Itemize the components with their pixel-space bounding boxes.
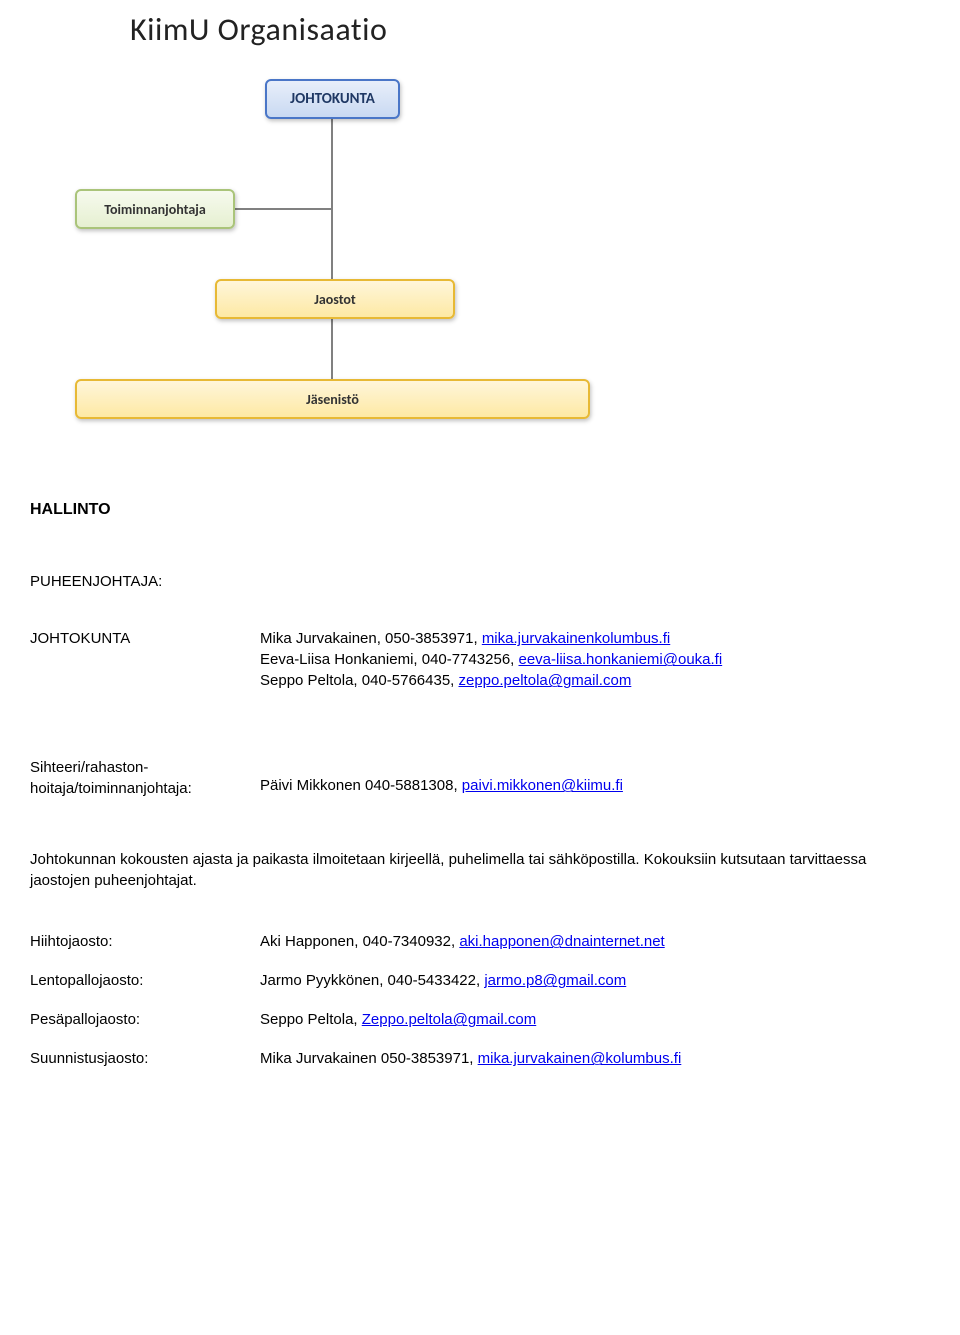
jaostot-rows: Hiihtojaosto:Aki Happonen, 040-7340932, … bbox=[30, 931, 930, 1069]
jaosto-value-text: Seppo Peltola, bbox=[260, 1011, 362, 1028]
johtokunta-line: Seppo Peltola, 040-5766435, zeppo.peltol… bbox=[260, 670, 930, 691]
jaosto-row: Suunnistusjaosto:Mika Jurvakainen 050-38… bbox=[30, 1048, 930, 1069]
sihteeri-row: Sihteeri/rahaston- hoitaja/toiminnanjoht… bbox=[30, 757, 930, 799]
chart-node-toiminnanjohtaja: Toiminnanjohtaja bbox=[75, 189, 235, 229]
johtokunta-line: Eeva-Liisa Honkaniemi, 040-7743256, eeva… bbox=[260, 649, 930, 670]
sihteeri-email-link[interactable]: paivi.mikkonen@kiimu.fi bbox=[462, 777, 623, 794]
chart-connector bbox=[331, 319, 333, 379]
jaosto-label: Pesäpallojaosto: bbox=[30, 1009, 260, 1030]
jaosto-value-text: Mika Jurvakainen 050-3853971, bbox=[260, 1050, 478, 1067]
johtokunta-values: Mika Jurvakainen, 050-3853971, mika.jurv… bbox=[260, 628, 930, 691]
puheenjohtaja-label: PUHEENJOHTAJA: bbox=[30, 571, 260, 592]
jaosto-label: Hiihtojaosto: bbox=[30, 931, 260, 952]
chart-connector bbox=[235, 208, 332, 210]
email-link[interactable]: eeva-liisa.honkaniemi@ouka.fi bbox=[519, 651, 723, 668]
org-chart: JOHTOKUNTA Toiminnanjohtaja Jaostot Jäsenis… bbox=[40, 79, 640, 439]
hallinto-heading: HALLINTO bbox=[30, 499, 930, 521]
johtokunta-line-text: Eeva-Liisa Honkaniemi, 040-7743256, bbox=[260, 651, 519, 668]
jaosto-label: Suunnistusjaosto: bbox=[30, 1048, 260, 1069]
jaosto-value: Seppo Peltola, Zeppo.peltola@gmail.com bbox=[260, 1009, 930, 1030]
email-link[interactable]: Zeppo.peltola@gmail.com bbox=[362, 1011, 536, 1028]
jaosto-value: Mika Jurvakainen 050-3853971, mika.jurva… bbox=[260, 1048, 930, 1069]
page-title: KiimU Organisaatio bbox=[130, 10, 960, 49]
jaosto-row: Hiihtojaosto:Aki Happonen, 040-7340932, … bbox=[30, 931, 930, 952]
puheenjohtaja-row: PUHEENJOHTAJA: bbox=[30, 571, 930, 592]
sihteeri-value-text: Päivi Mikkonen 040-5881308, bbox=[260, 777, 462, 794]
jaosto-label: Lentopallojaosto: bbox=[30, 970, 260, 991]
email-link[interactable]: aki.happonen@dnainternet.net bbox=[459, 933, 664, 950]
text-section: HALLINTO PUHEENJOHTAJA: JOHTOKUNTA Mika … bbox=[30, 499, 930, 1069]
jaosto-row: Lentopallojaosto:Jarmo Pyykkönen, 040-54… bbox=[30, 970, 930, 991]
johtokunta-row: JOHTOKUNTA Mika Jurvakainen, 050-3853971… bbox=[30, 628, 930, 691]
jaosto-value-text: Aki Happonen, 040-7340932, bbox=[260, 933, 459, 950]
chart-node-johtokunta: JOHTOKUNTA bbox=[265, 79, 400, 119]
email-link[interactable]: mika.jurvakainen@kolumbus.fi bbox=[478, 1050, 682, 1067]
email-link[interactable]: zeppo.peltola@gmail.com bbox=[459, 672, 632, 689]
chart-connector bbox=[331, 119, 333, 279]
email-link[interactable]: mika.jurvakainenkolumbus.fi bbox=[482, 630, 670, 647]
jaosto-value-text: Jarmo Pyykkönen, 040-5433422, bbox=[260, 972, 484, 989]
sihteeri-label-line1: Sihteeri/rahaston- bbox=[30, 759, 148, 776]
sihteeri-label-line2: hoitaja/toiminnanjohtaja: bbox=[30, 780, 192, 797]
puheenjohtaja-value bbox=[260, 571, 930, 592]
kokous-paragraph: Johtokunnan kokousten ajasta ja paikasta… bbox=[30, 849, 930, 891]
johtokunta-line-text: Seppo Peltola, 040-5766435, bbox=[260, 672, 459, 689]
chart-node-jaostot: Jaostot bbox=[215, 279, 455, 319]
johtokunta-label: JOHTOKUNTA bbox=[30, 628, 260, 691]
sihteeri-label: Sihteeri/rahaston- hoitaja/toiminnanjoht… bbox=[30, 757, 260, 799]
johtokunta-line: Mika Jurvakainen, 050-3853971, mika.jurv… bbox=[260, 628, 930, 649]
chart-node-jasenisto: Jäsenistö bbox=[75, 379, 590, 419]
johtokunta-line-text: Mika Jurvakainen, 050-3853971, bbox=[260, 630, 482, 647]
page: KiimU Organisaatio JOHTOKUNTA Toiminnanjo… bbox=[0, 0, 960, 1127]
jaosto-value: Jarmo Pyykkönen, 040-5433422, jarmo.p8@g… bbox=[260, 970, 930, 991]
jaosto-row: Pesäpallojaosto:Seppo Peltola, Zeppo.pel… bbox=[30, 1009, 930, 1030]
sihteeri-value: Päivi Mikkonen 040-5881308, paivi.mikkon… bbox=[260, 757, 930, 799]
email-link[interactable]: jarmo.p8@gmail.com bbox=[484, 972, 626, 989]
jaosto-value: Aki Happonen, 040-7340932, aki.happonen@… bbox=[260, 931, 930, 952]
